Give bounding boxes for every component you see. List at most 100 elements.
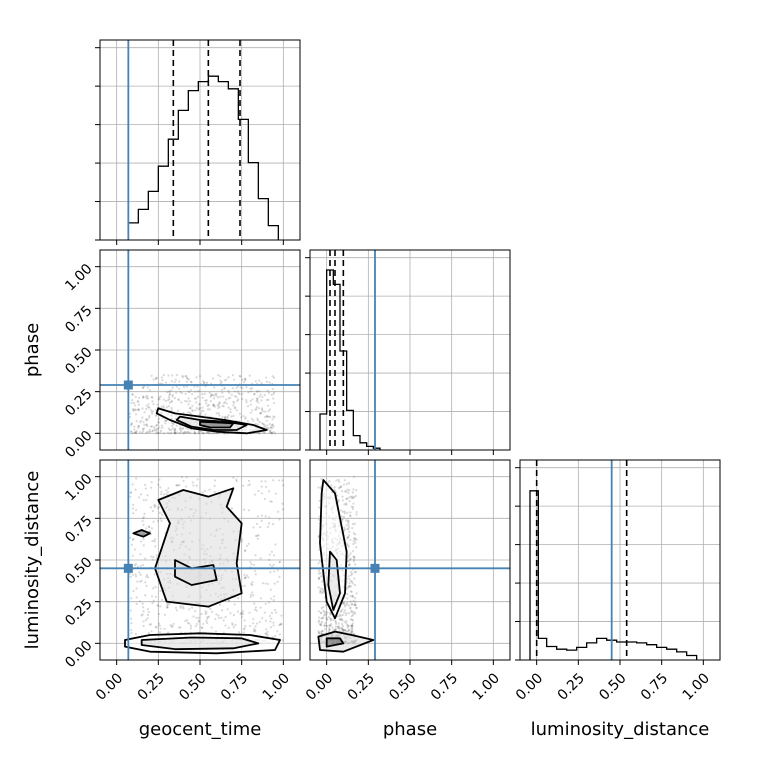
scatter-point: [155, 554, 158, 557]
scatter-point: [278, 560, 282, 563]
scatter-point: [222, 405, 225, 408]
scatter-point: [130, 491, 133, 494]
scatter-point: [351, 491, 355, 494]
scatter-point: [214, 393, 217, 396]
scatter-point: [175, 374, 179, 377]
scatter-point: [323, 624, 326, 627]
scatter-point: [198, 413, 201, 416]
scatter-point: [347, 585, 350, 588]
scatter-point: [174, 606, 178, 609]
scatter-point: [347, 560, 350, 563]
scatter-point: [155, 427, 158, 430]
scatter-point: [229, 408, 232, 411]
scatter-point: [180, 391, 184, 395]
scatter-point: [347, 624, 350, 628]
scatter-point: [184, 619, 187, 623]
scatter-point: [254, 380, 257, 383]
scatter-point: [343, 510, 346, 513]
scatter-point: [349, 580, 353, 583]
scatter-point: [159, 395, 162, 398]
scatter-point: [147, 403, 150, 406]
scatter-point: [267, 404, 270, 407]
scatter-point: [218, 402, 221, 405]
scatter-point: [227, 406, 230, 409]
scatter-point: [322, 630, 325, 633]
scatter-point: [226, 416, 229, 419]
scatter-point: [192, 615, 195, 618]
scatter-point: [317, 632, 320, 635]
scatter-point: [243, 584, 246, 588]
scatter-point: [171, 624, 174, 628]
scatter-point: [256, 399, 259, 402]
scatter-point: [241, 392, 244, 396]
scatter-point: [168, 603, 171, 606]
scatter-point: [149, 430, 152, 433]
scatter-point: [347, 612, 351, 615]
scatter-point: [350, 624, 353, 627]
scatter-point: [266, 525, 270, 529]
scatter-point: [338, 627, 341, 630]
scatter-point: [160, 598, 164, 602]
scatter-point: [154, 545, 157, 548]
scatter-point: [168, 432, 172, 435]
scatter-point: [197, 403, 201, 406]
scatter-point: [349, 618, 352, 621]
scatter-point: [170, 380, 173, 383]
scatter-point: [229, 612, 232, 615]
scatter-point: [235, 386, 238, 390]
x-tick-label: 1.00: [680, 670, 713, 703]
scatter-point: [254, 573, 257, 576]
scatter-point: [353, 583, 357, 587]
scatter-point: [139, 564, 142, 567]
scatter-point: [319, 624, 323, 627]
scatter-point: [175, 424, 178, 427]
scatter-point: [177, 398, 181, 402]
scatter-point: [347, 525, 350, 529]
scatter-point: [142, 620, 145, 623]
scatter-point: [346, 497, 349, 500]
scatter-point: [204, 610, 207, 613]
scatter-point: [149, 486, 153, 489]
scatter-point: [340, 618, 343, 621]
scatter-point: [145, 498, 148, 502]
scatter-point: [213, 397, 216, 400]
scatter-point: [131, 554, 134, 558]
scatter-point: [154, 625, 157, 629]
scatter-point: [218, 603, 222, 606]
scatter-point: [188, 411, 192, 414]
scatter-point: [215, 392, 218, 395]
scatter-point: [232, 400, 235, 403]
scatter-point: [241, 397, 244, 401]
scatter-point: [280, 614, 283, 617]
scatter-point: [197, 432, 201, 435]
scatter-point: [179, 426, 182, 429]
scatter-point: [245, 574, 249, 577]
scatter-point: [241, 386, 244, 390]
scatter-point: [142, 499, 145, 502]
scatter-point: [349, 538, 352, 542]
scatter-point: [147, 416, 151, 419]
scatter-point: [162, 404, 165, 408]
scatter-point: [347, 496, 350, 499]
scatter-point: [337, 622, 340, 625]
scatter-point: [149, 623, 153, 626]
scatter-point: [209, 607, 212, 611]
scatter-point: [168, 401, 172, 404]
scatter-point: [253, 493, 257, 496]
scatter-point: [230, 507, 233, 510]
scatter-point: [174, 431, 177, 434]
scatter-point: [134, 408, 138, 412]
scatter-point: [251, 580, 254, 584]
scatter-point: [346, 527, 349, 531]
scatter-point: [259, 525, 262, 529]
scatter-point: [317, 586, 320, 589]
scatter-point: [250, 563, 253, 566]
scatter-point: [147, 610, 150, 614]
scatter-point: [141, 395, 145, 398]
scatter-point: [225, 378, 228, 381]
scatter-point: [325, 618, 329, 621]
scatter-point: [138, 430, 142, 434]
scatter-point: [145, 575, 148, 578]
scatter-point: [318, 631, 321, 635]
scatter-point: [259, 597, 263, 600]
